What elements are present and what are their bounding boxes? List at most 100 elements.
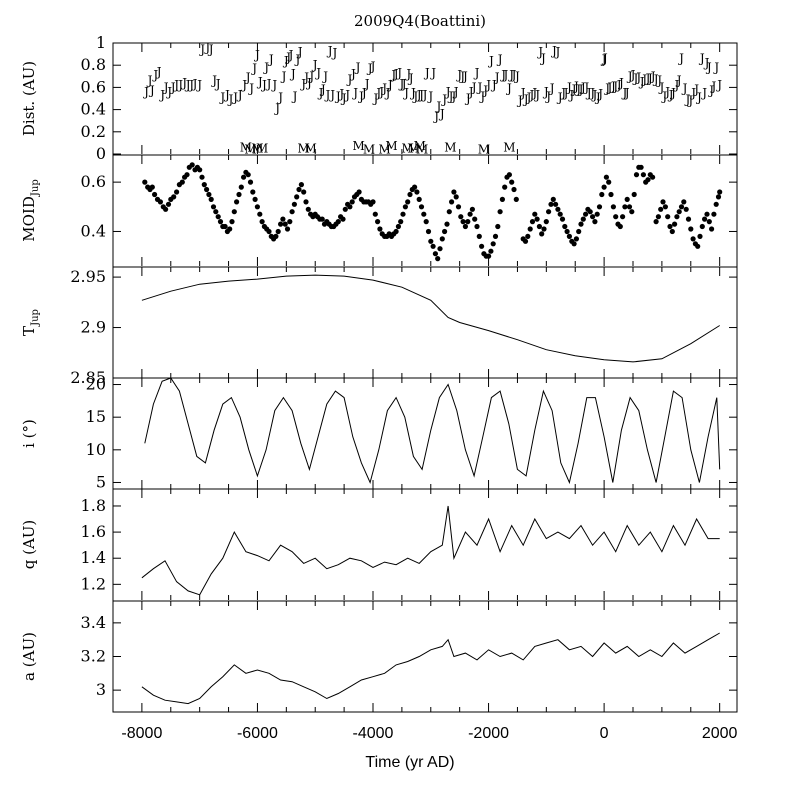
moid-point (284, 226, 291, 232)
marker-j: J (464, 92, 471, 106)
moid-point (356, 189, 362, 195)
moid-point (222, 223, 228, 230)
moid-point (432, 251, 438, 257)
marker-j: J (360, 86, 367, 100)
marker-j: J (260, 78, 267, 92)
moid-point (247, 179, 254, 185)
y-axis-label: Dist. (AU) (20, 61, 38, 136)
moid-point (564, 228, 570, 235)
marker-j: J (667, 88, 674, 102)
marker-j: J (562, 86, 569, 100)
marker-j: J (539, 52, 546, 66)
marker-j: J (455, 68, 462, 82)
moid-point (715, 194, 722, 200)
moid-point (650, 174, 656, 180)
y-tick-label: 3.2 (81, 647, 106, 666)
marker-j: J (444, 85, 451, 99)
moid-point (660, 199, 666, 205)
marker-j: J (349, 67, 356, 81)
moid-point (543, 219, 549, 225)
marker-m: M (256, 141, 268, 155)
moid-point (451, 189, 457, 195)
moid-point (534, 216, 540, 222)
marker-j: J (478, 89, 485, 103)
marker-j: J (366, 62, 373, 76)
marker-j: J (553, 45, 560, 59)
moid-point (414, 189, 420, 195)
marker-j: J (574, 83, 581, 97)
marker-j: J (434, 99, 441, 113)
marker-j: J (470, 80, 477, 94)
marker-j: J (384, 86, 391, 100)
moid-point (553, 201, 559, 207)
y-axis-label: a (AU) (20, 632, 38, 681)
y-axis-label-main: MOID (20, 196, 38, 242)
marker-j: J (475, 80, 482, 94)
moid-point (587, 209, 593, 215)
marker-j: J (421, 88, 428, 102)
moid-point (370, 199, 376, 205)
y-tick-label: 3 (96, 680, 106, 699)
moid-point (208, 196, 214, 202)
marker-j: J (400, 77, 407, 91)
x-tick-label: -2000 (468, 725, 509, 742)
marker-j: J (253, 48, 260, 62)
marker-j: J (565, 80, 572, 94)
moid-point (513, 196, 519, 202)
y-tick-label: 5 (96, 472, 106, 491)
series-line (144, 377, 721, 485)
moid-point (601, 184, 607, 190)
moid-point (685, 216, 692, 222)
series-line (141, 505, 720, 596)
moid-point (511, 186, 517, 193)
marker-j: J (337, 87, 344, 101)
marker-j: J (187, 78, 194, 92)
moid-point (562, 223, 568, 230)
marker-j: J (615, 78, 622, 92)
moid-point (375, 219, 381, 225)
marker-j: J (692, 83, 699, 97)
marker-j: J (158, 88, 165, 102)
moid-point (273, 233, 279, 239)
y-tick-label: 0.8 (81, 55, 106, 74)
moid-point (393, 228, 399, 235)
marker-j: J (548, 82, 555, 96)
moid-point (400, 211, 406, 217)
moid-point (250, 189, 256, 195)
marker-j: J (226, 93, 233, 107)
moid-point (213, 209, 219, 215)
moid-point (439, 236, 445, 242)
marker-j: J (438, 107, 445, 121)
marker-j: J (273, 102, 280, 116)
marker-j: J (351, 86, 358, 100)
marker-j: J (307, 69, 314, 83)
marker-j: J (669, 86, 676, 100)
marker-j: J (510, 68, 517, 82)
moid-point (171, 194, 177, 200)
moid-point (592, 219, 598, 225)
marker-j: J (169, 80, 176, 94)
marker-j: J (544, 89, 551, 103)
marker-j: J (712, 60, 719, 74)
moid-point (599, 191, 605, 198)
moid-point (254, 204, 260, 210)
marker-j: J (590, 88, 597, 102)
y-axis-label-sub: Jup (30, 179, 41, 197)
marker-j: J (683, 93, 690, 107)
marker-j: J (698, 52, 705, 66)
marker-j: J (369, 59, 376, 73)
moid-point (163, 206, 169, 212)
moid-point (423, 219, 429, 225)
moid-point (165, 201, 172, 207)
marker-m: M (503, 140, 515, 154)
marker-j: J (429, 66, 436, 80)
moid-point (335, 219, 341, 225)
marker-j: J (530, 86, 537, 100)
marker-j: J (507, 68, 514, 82)
moid-point (502, 184, 508, 190)
moid-point (608, 191, 614, 198)
marker-j: J (305, 76, 312, 90)
marker-j: J (155, 65, 162, 79)
